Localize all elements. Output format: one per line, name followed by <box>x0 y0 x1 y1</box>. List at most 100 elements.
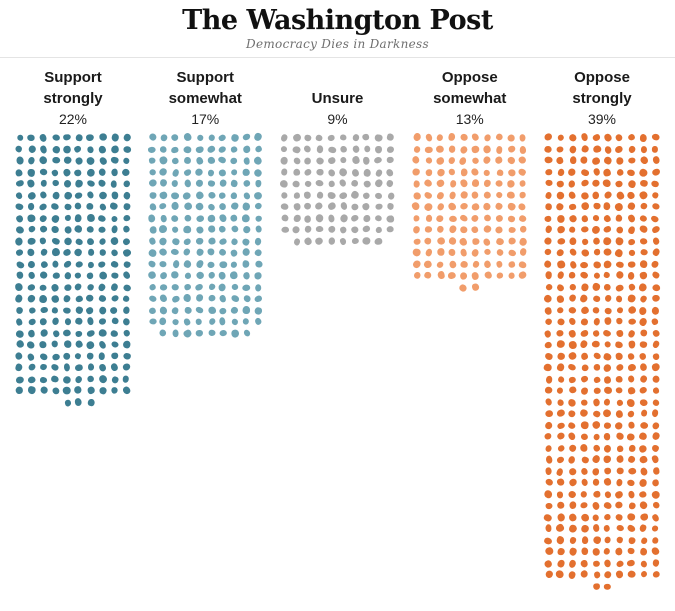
dot <box>339 226 348 235</box>
dot <box>568 247 578 257</box>
dot-cell <box>14 155 26 167</box>
dot <box>447 132 456 142</box>
dot <box>27 225 37 234</box>
dot-cell <box>578 316 590 328</box>
dot-cell <box>61 339 73 351</box>
dot-cell <box>626 132 638 144</box>
dot <box>51 134 61 142</box>
category-label-line2: somewhat <box>433 90 507 107</box>
dot <box>556 408 566 418</box>
dot <box>15 179 25 188</box>
dot-cell <box>337 167 349 179</box>
dot <box>28 271 36 280</box>
dot <box>640 536 648 545</box>
dot-cell <box>349 224 361 236</box>
dot-cell <box>567 259 579 271</box>
dot <box>160 306 168 315</box>
category-label-line1: Oppose <box>441 69 498 86</box>
dot <box>110 168 118 177</box>
dot-cell <box>205 167 217 179</box>
dot <box>50 225 59 234</box>
dot <box>52 272 60 280</box>
dot <box>339 201 348 211</box>
dot <box>591 409 601 419</box>
dot <box>615 478 624 488</box>
dot-cell <box>385 201 397 213</box>
dot <box>338 190 349 201</box>
dot <box>638 352 647 361</box>
dot-cell <box>602 420 614 432</box>
washington-post-logo[interactable]: The Washington Post <box>182 5 493 36</box>
dot-cell <box>193 213 205 225</box>
dot <box>39 305 49 314</box>
dot <box>627 570 637 579</box>
dot-cell <box>649 201 661 213</box>
dot <box>591 157 601 166</box>
dot-cell <box>543 328 555 340</box>
dot-cell <box>26 155 38 167</box>
dot-cell <box>555 466 567 478</box>
dot <box>482 155 492 166</box>
dot <box>351 144 361 154</box>
dot <box>556 270 565 280</box>
dot <box>27 362 37 372</box>
dot-cell <box>482 270 494 282</box>
dot <box>627 489 636 499</box>
dot-cell <box>590 270 602 282</box>
dot-cell <box>182 258 194 271</box>
dot <box>51 352 61 361</box>
dot-cell <box>14 316 26 328</box>
dot <box>62 386 71 395</box>
dot <box>375 192 383 199</box>
dot <box>603 524 611 533</box>
dot-cell <box>49 293 61 305</box>
dot-cell <box>193 258 205 271</box>
dot <box>626 374 636 384</box>
dot <box>603 364 612 373</box>
dot-cell <box>108 293 120 305</box>
dot-cell <box>578 259 590 271</box>
dot-cell <box>470 166 482 179</box>
dot <box>254 306 263 315</box>
dot-cell <box>637 155 650 167</box>
dot-row <box>146 167 264 179</box>
dot-cell <box>590 489 602 501</box>
dot-cell <box>602 259 614 271</box>
dot-cell <box>217 282 229 294</box>
dot <box>243 157 250 166</box>
dot <box>109 362 119 373</box>
dot <box>543 236 553 246</box>
dot-cell <box>108 132 120 144</box>
dot-cell <box>470 236 482 248</box>
dot <box>97 213 107 223</box>
dot-cell <box>543 581 555 593</box>
dot-cell <box>626 443 638 455</box>
dot-cell <box>108 362 120 374</box>
dot <box>315 134 324 143</box>
dot <box>183 213 193 223</box>
dot <box>424 133 434 143</box>
dot-cell <box>61 178 73 190</box>
dot <box>435 133 444 143</box>
dot <box>242 133 251 142</box>
dot-cell <box>543 523 555 535</box>
dot <box>626 398 635 407</box>
dot <box>578 408 589 419</box>
dot-cell <box>649 167 661 179</box>
dot <box>579 374 589 384</box>
dot-cell <box>590 167 602 179</box>
dot-cell <box>649 190 661 202</box>
dot <box>159 317 167 326</box>
dot-cell <box>423 270 435 282</box>
dot <box>363 179 373 189</box>
dot <box>545 455 554 465</box>
dot-cell <box>602 190 614 202</box>
dot-cell <box>493 259 505 271</box>
dot-cell <box>590 443 602 455</box>
dot <box>413 271 422 280</box>
dot <box>482 202 492 212</box>
dot <box>385 179 395 189</box>
dot-cell <box>38 397 50 409</box>
dot-cell <box>241 316 253 328</box>
dot <box>147 213 156 223</box>
